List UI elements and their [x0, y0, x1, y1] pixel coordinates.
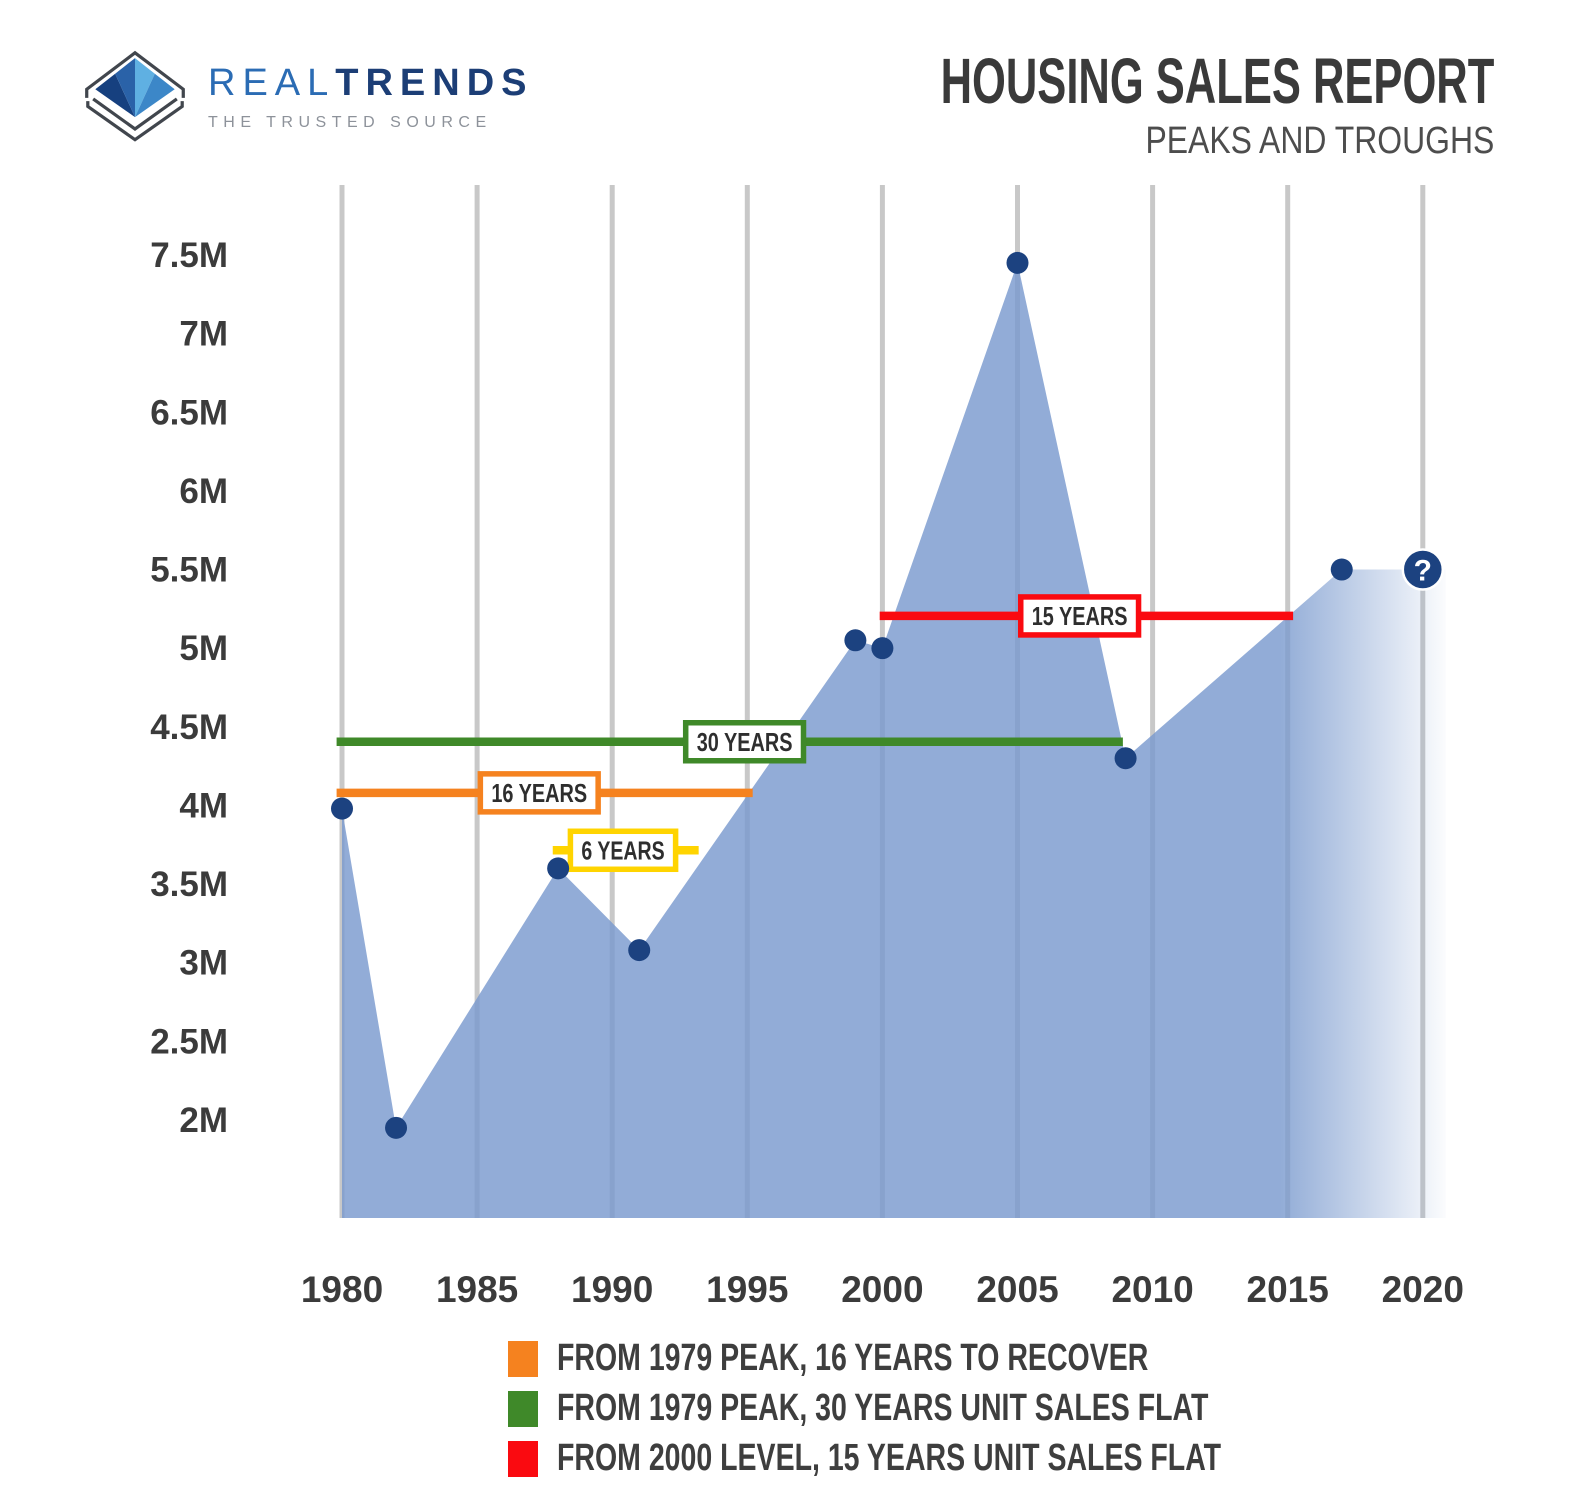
- data-point-2000: [871, 637, 894, 660]
- page-title: HOUSING SALES REPORT: [940, 45, 1494, 117]
- annotation-label-30-years: 30 YEARS: [697, 727, 793, 757]
- x-tick-2015: 2015: [1247, 1269, 1329, 1310]
- x-tick-2010: 2010: [1111, 1269, 1193, 1310]
- annotation-box-15-years: [1017, 594, 1142, 638]
- brand-tagline: THE TRUSTED SOURCE: [208, 114, 492, 131]
- annotation-label-16-years: 16 YEARS: [491, 778, 587, 808]
- y-tick-3.5M: 3.5M: [150, 865, 228, 904]
- annotation-label-15-years: 15 YEARS: [1032, 601, 1128, 631]
- x-tick-1980: 1980: [301, 1269, 383, 1310]
- chart-legend: FROM 1979 PEAK, 16 YEARS TO RECOVER FROM…: [508, 1337, 1442, 1479]
- y-tick-7M: 7M: [179, 315, 228, 354]
- brand-name-trends: TRENDS: [335, 62, 534, 104]
- brand-name-real: REAL: [208, 62, 336, 104]
- data-point-1982: [385, 1116, 408, 1139]
- data-point-1980: [331, 797, 353, 820]
- realtrends-logo-icon: [85, 50, 185, 142]
- legend-swatch-orange: [508, 1340, 538, 1377]
- logo: REALTRENDS THE TRUSTED SOURCE: [76, 46, 534, 154]
- y-tick-4M: 4M: [179, 786, 228, 825]
- y-tick-5M: 5M: [179, 629, 228, 668]
- legend-swatch-red: [508, 1440, 538, 1477]
- legend-label: FROM 2000 LEVEL, 15 YEARS UNIT SALES FLA…: [557, 1437, 1222, 1479]
- data-point-2005: [1006, 251, 1029, 274]
- y-tick-6.5M: 6.5M: [150, 393, 228, 432]
- data-point-1991: [628, 939, 651, 962]
- x-tick-2005: 2005: [976, 1269, 1058, 1310]
- annotation-box-30-years: [682, 720, 807, 764]
- y-tick-3M: 3M: [179, 944, 228, 983]
- legend-swatch-green: [508, 1390, 538, 1427]
- page-subtitle: PEAKS AND TROUGHS: [1145, 120, 1494, 162]
- y-tick-6M: 6M: [179, 472, 228, 511]
- x-tick-1995: 1995: [706, 1269, 788, 1310]
- y-tick-2.5M: 2.5M: [150, 1022, 228, 1061]
- legend-label: FROM 1979 PEAK, 30 YEARS UNIT SALES FLAT: [557, 1387, 1209, 1429]
- brand-name: REALTRENDS: [208, 62, 534, 105]
- annotation-label-6-years: 6 YEARS: [581, 835, 664, 865]
- data-point-2009: [1114, 747, 1137, 770]
- data-point-1999: [844, 629, 867, 652]
- y-tick-5.5M: 5.5M: [150, 551, 228, 590]
- y-tick-4.5M: 4.5M: [150, 708, 228, 747]
- legend-item-30-years: FROM 1979 PEAK, 30 YEARS UNIT SALES FLAT: [508, 1387, 1442, 1429]
- x-tick-2000: 2000: [841, 1269, 923, 1310]
- x-tick-1990: 1990: [571, 1269, 653, 1310]
- legend-item-16-years: FROM 1979 PEAK, 16 YEARS TO RECOVER: [508, 1337, 1442, 1379]
- x-tick-2020: 2020: [1382, 1269, 1464, 1310]
- unknown-future-marker: [1401, 548, 1445, 591]
- y-tick-2M: 2M: [179, 1101, 228, 1140]
- legend-label: FROM 1979 PEAK, 16 YEARS TO RECOVER: [557, 1337, 1149, 1379]
- annotation-box-16-years: [477, 771, 601, 815]
- x-tick-1985: 1985: [436, 1269, 518, 1310]
- data-point-2017: [1330, 558, 1353, 581]
- question-mark-icon: ?: [1414, 555, 1432, 588]
- y-tick-7.5M: 7.5M: [150, 236, 228, 275]
- legend-item-15-years: FROM 2000 LEVEL, 15 YEARS UNIT SALES FLA…: [508, 1437, 1442, 1479]
- brand-block: REALTRENDS THE TRUSTED SOURCE: [208, 62, 534, 132]
- title-block: HOUSING SALES REPORT PEAKS AND TROUGHS: [680, 44, 1494, 163]
- annotation-box-6-years: [567, 828, 679, 873]
- data-point-1988: [547, 857, 570, 880]
